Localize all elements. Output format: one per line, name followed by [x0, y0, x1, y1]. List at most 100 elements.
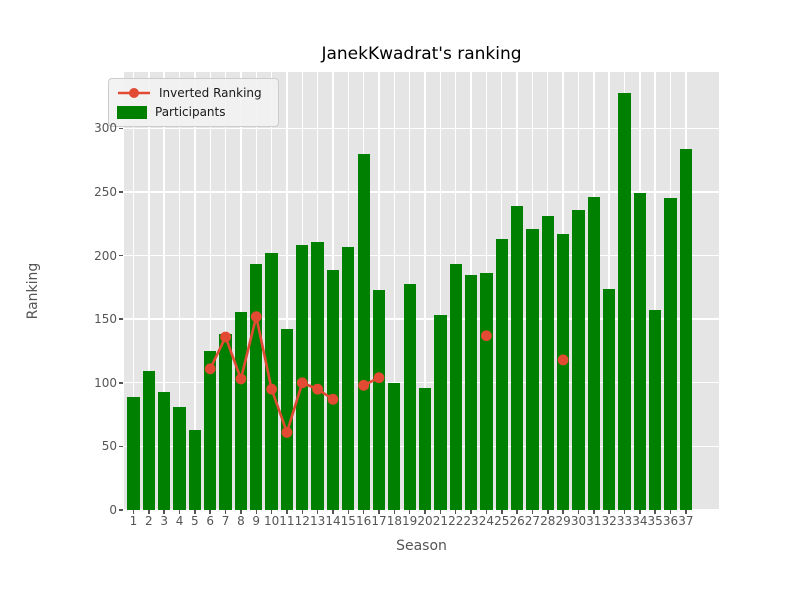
x-tick-mark	[608, 510, 610, 514]
x-tick-mark	[362, 510, 365, 514]
participants-bar	[664, 198, 677, 510]
x-tick-mark	[424, 510, 426, 514]
x-tick-label: 18	[386, 514, 402, 528]
x-tick-label: 3	[160, 514, 169, 528]
x-gridline	[178, 72, 181, 510]
legend-item-participants: Participants	[117, 105, 269, 119]
x-tick-mark	[516, 510, 518, 514]
x-tick-label: 17	[371, 514, 387, 528]
y-tick-label: 100	[94, 375, 117, 390]
participants-bar	[418, 387, 432, 510]
x-gridline	[224, 72, 227, 510]
y-tick-mark	[119, 382, 123, 384]
x-tick-mark	[332, 510, 334, 514]
x-tick-label: 12	[294, 514, 310, 528]
participants-bar	[158, 391, 171, 510]
participants-bar	[572, 209, 585, 510]
x-tick-mark	[562, 510, 564, 514]
participants-bar	[403, 283, 416, 510]
x-tick-mark	[654, 510, 656, 514]
x-tick-mark	[623, 510, 626, 514]
legend: Inverted Ranking Participants	[108, 78, 279, 127]
x-tick-label: 31	[586, 514, 602, 528]
line-marker	[296, 377, 308, 389]
x-tick-label: 8	[237, 514, 245, 528]
x-tick-label: 11	[279, 514, 295, 528]
y-tick-label: 250	[94, 184, 117, 199]
x-tick-label: 14	[325, 514, 341, 528]
participants-bar	[649, 310, 662, 510]
x-tick-label: 36	[662, 514, 679, 528]
line-marker	[481, 330, 492, 342]
x-gridline	[148, 72, 150, 510]
participants-bar	[142, 371, 155, 510]
x-tick-label: 32	[601, 514, 617, 528]
x-tick-mark	[178, 510, 181, 514]
x-tick-mark	[301, 510, 304, 514]
x-tick-mark	[669, 510, 672, 514]
participants-bar	[342, 246, 355, 510]
y-tick-label: 0	[109, 503, 117, 517]
line-marker	[373, 372, 385, 384]
x-tick-label: 28	[540, 514, 556, 528]
participants-bar	[541, 216, 554, 510]
legend-label-inverted-ranking: Inverted Ranking	[159, 86, 262, 100]
x-tick-label: 5	[191, 514, 199, 528]
y-tick-mark	[119, 254, 123, 257]
x-gridline	[654, 72, 656, 510]
y-tick-mark	[119, 445, 123, 448]
bar-swatch-icon	[117, 105, 147, 119]
x-tick-mark	[286, 510, 288, 514]
y-tick-mark	[119, 509, 123, 511]
line-marker	[235, 373, 247, 385]
x-tick-mark	[194, 510, 196, 514]
chart-title: JanekKwadrat's ranking	[321, 44, 522, 64]
y-gridline	[124, 127, 719, 130]
line-marker	[312, 383, 324, 395]
x-tick-mark	[531, 510, 534, 514]
x-tick-label: 21	[432, 514, 449, 528]
x-tick-label: 34	[632, 514, 648, 528]
x-tick-label: 27	[524, 514, 541, 528]
legend-label-participants: Participants	[155, 105, 226, 119]
x-tick-mark	[470, 510, 472, 514]
x-tick-mark	[393, 510, 396, 514]
x-tick-label: 29	[555, 514, 571, 528]
y-axis-label: Ranking	[25, 262, 41, 320]
x-tick-mark	[593, 510, 595, 514]
x-tick-mark	[148, 510, 150, 514]
participants-bar	[372, 289, 386, 510]
y-gridline	[124, 191, 719, 193]
x-tick-label: 24	[478, 514, 495, 528]
x-tick-label: 1	[129, 514, 138, 528]
y-gridline	[124, 509, 719, 511]
x-tick-mark	[163, 510, 165, 514]
x-axis-label: Season	[396, 538, 447, 554]
x-tick-label: 10	[263, 514, 280, 528]
participants-bar	[357, 153, 370, 510]
x-tick-label: 15	[340, 514, 356, 528]
x-tick-mark	[454, 510, 457, 514]
participants-bar	[603, 288, 616, 510]
participants-bar	[127, 396, 140, 510]
participants-bar	[449, 264, 462, 510]
x-tick-mark	[316, 510, 319, 514]
participants-bar	[280, 329, 294, 510]
legend-item-inverted-ranking: Inverted Ranking	[117, 86, 269, 100]
participants-bar	[587, 197, 600, 510]
participants-bar	[679, 148, 693, 510]
x-gridline	[439, 72, 442, 510]
y-tick-label: 150	[94, 312, 117, 327]
x-tick-label: 20	[417, 514, 433, 528]
participants-bar	[464, 274, 478, 510]
y-tick-mark	[119, 318, 123, 320]
participants-bar	[510, 205, 524, 510]
x-gridline	[424, 72, 426, 510]
line-marker	[557, 354, 569, 366]
x-tick-mark	[209, 510, 211, 514]
x-tick-label: 19	[402, 514, 418, 528]
x-tick-mark	[255, 510, 257, 514]
x-tick-label: 7	[221, 514, 230, 528]
y-tick-label: 200	[94, 248, 117, 263]
